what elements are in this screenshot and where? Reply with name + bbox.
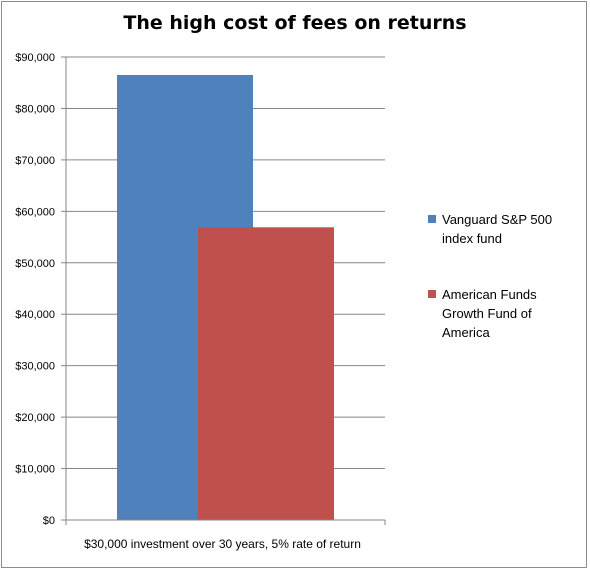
y-tick-label: $40,000: [15, 309, 55, 321]
legend-label: Vanguard S&P 500: [442, 212, 552, 227]
chart-title: The high cost of fees on returns: [123, 12, 467, 34]
legend-label: American Funds: [442, 287, 537, 302]
y-tick-label: $0: [43, 515, 55, 527]
y-tick-label: $50,000: [15, 258, 55, 270]
legend-label: index fund: [442, 231, 502, 246]
legend-label: America: [442, 325, 490, 340]
x-category-label: $30,000 investment over 30 years, 5% rat…: [84, 537, 361, 551]
y-tick-label: $60,000: [15, 206, 55, 218]
y-tick-label: $10,000: [15, 464, 55, 476]
y-tick-label: $90,000: [15, 52, 55, 64]
y-tick-label: $30,000: [15, 361, 55, 373]
y-tick-label: $20,000: [15, 412, 55, 424]
bar-american-funds: [198, 227, 334, 520]
legend-label: Growth Fund of: [442, 306, 532, 321]
y-tick-label: $80,000: [15, 103, 55, 115]
legend-swatch-vanguard: [428, 215, 436, 223]
y-tick-label: $70,000: [15, 155, 55, 167]
legend-swatch-american-funds: [428, 290, 436, 298]
